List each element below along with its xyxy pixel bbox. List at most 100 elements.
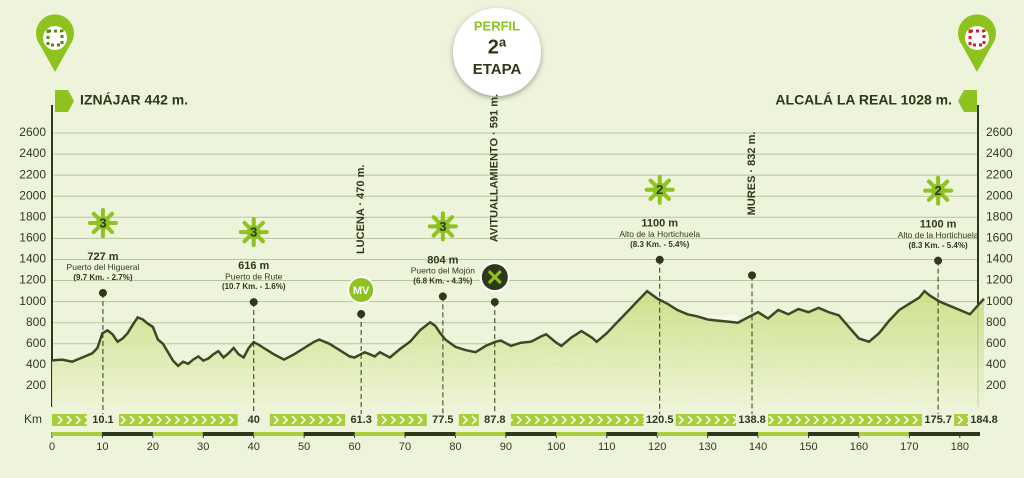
km-arrow — [840, 415, 847, 425]
climb-star-center — [246, 225, 261, 240]
end-pin — [957, 14, 997, 73]
km-arrow — [327, 415, 334, 425]
point-pin — [249, 298, 258, 307]
climb-detail: (9.7 Km. - 2.7%) — [73, 273, 132, 282]
km-arrow — [408, 415, 415, 425]
km-arrow — [588, 415, 595, 425]
climb-category: 3 — [250, 225, 257, 240]
y-tick-label: 400 — [26, 357, 46, 371]
y-tick-label-right: 2600 — [986, 125, 1013, 139]
km-arrow — [606, 415, 613, 425]
climb-name: Alto de la Hortichuela — [619, 229, 700, 239]
km-arrow — [876, 415, 883, 425]
start-pin — [35, 14, 74, 72]
km-label-bg — [643, 414, 676, 426]
y-tick-label: 2000 — [19, 188, 46, 202]
point-pin — [438, 292, 447, 301]
y-tick-label-right: 200 — [986, 378, 1006, 392]
km-arrow — [399, 415, 406, 425]
km-arrow — [291, 415, 298, 425]
km-arrow — [516, 415, 523, 425]
y-tick-label: 1400 — [19, 252, 46, 266]
x-tick-label: 150 — [799, 441, 817, 453]
pin-check — [968, 29, 986, 47]
header-badge: PERFIL 2ª ETAPA — [453, 8, 541, 96]
km-arrow — [579, 415, 586, 425]
y-tick-label: 1000 — [19, 294, 46, 308]
x-tick-label: 100 — [547, 441, 565, 453]
km-arrow — [687, 415, 694, 425]
km-label-bg — [237, 414, 270, 426]
x-tick-label: 90 — [500, 441, 512, 453]
km-arrow — [903, 415, 910, 425]
km-arrow — [138, 415, 145, 425]
km-arrow — [174, 415, 181, 425]
km-arrow — [804, 415, 811, 425]
climb-name: Puerto de Rute — [225, 271, 282, 281]
km-arrow — [219, 415, 226, 425]
km-arrow — [858, 415, 865, 425]
km-point-label: 184.8 — [970, 414, 998, 426]
km-arrow — [282, 415, 289, 425]
x-tick-label: 170 — [900, 441, 918, 453]
town-label: MURES · 832 m. — [746, 132, 758, 216]
climb-star-center — [435, 219, 450, 234]
x-tick-label: 70 — [399, 441, 411, 453]
y-tick-label-right: 800 — [986, 315, 1006, 329]
km-arrow — [462, 415, 469, 425]
town-label: AVITUALLAMIENTO · 591 m. — [489, 94, 501, 242]
km-arrow — [471, 415, 478, 425]
y-tick-label-right: 400 — [986, 357, 1006, 371]
km-arrow — [120, 415, 127, 425]
km-arrow — [201, 415, 208, 425]
y-tick-label-right: 1400 — [986, 252, 1013, 266]
km-arrow — [273, 415, 280, 425]
km-arrow — [705, 415, 712, 425]
end-marker — [958, 90, 977, 112]
y-tick-label-right: 1200 — [986, 273, 1013, 287]
y-tick-label: 1800 — [19, 209, 46, 223]
icon-circle — [347, 276, 376, 305]
km-arrow — [75, 415, 82, 425]
km-point-label: 40 — [248, 414, 260, 426]
km-point-label: 61.3 — [350, 414, 371, 426]
y-tick-label-right: 1600 — [986, 231, 1013, 245]
km-arrow — [597, 415, 604, 425]
km-arrow — [777, 415, 784, 425]
km-arrow — [309, 415, 316, 425]
y-tick-label: 1600 — [19, 231, 46, 245]
km-arrow — [381, 415, 388, 425]
icon-label: MV — [353, 285, 370, 297]
point-pin — [490, 298, 499, 307]
km-arrow — [570, 415, 577, 425]
climb-detail: (6.8 Km. - 4.3%) — [413, 277, 472, 286]
x-tick-label: 10 — [96, 441, 108, 453]
km-arrow — [417, 415, 424, 425]
start-marker — [55, 90, 74, 112]
town-label: LUCENA · 470 m. — [355, 165, 367, 254]
km-label-bg — [968, 414, 1000, 426]
km-arrow — [885, 415, 892, 425]
x-tick-label: 110 — [598, 441, 616, 453]
y-tick-label-right: 2400 — [986, 146, 1013, 160]
stage-word: ETAPA — [473, 61, 522, 78]
x-tick-label: 50 — [298, 441, 310, 453]
km-label: Km — [24, 412, 42, 426]
climb-detail: (10.7 Km. - 1.6%) — [222, 282, 286, 291]
km-point-label: 87.8 — [484, 414, 505, 426]
km-arrow — [633, 415, 640, 425]
point-pin — [748, 271, 757, 280]
km-arrow — [723, 415, 730, 425]
km-arrow — [894, 415, 901, 425]
km-arrow — [147, 415, 154, 425]
km-arrow — [66, 415, 73, 425]
x-tick-label: 20 — [147, 441, 159, 453]
y-tick-label: 2600 — [19, 125, 46, 139]
point-pin — [357, 310, 366, 319]
x-tick-label: 80 — [449, 441, 461, 453]
climb-name: Puerto del Higueral — [67, 262, 140, 272]
km-point-label: 175.7 — [924, 414, 952, 426]
y-tick-label-right: 2000 — [986, 188, 1013, 202]
stage-number: 2ª — [488, 36, 507, 58]
km-arrow — [534, 415, 541, 425]
